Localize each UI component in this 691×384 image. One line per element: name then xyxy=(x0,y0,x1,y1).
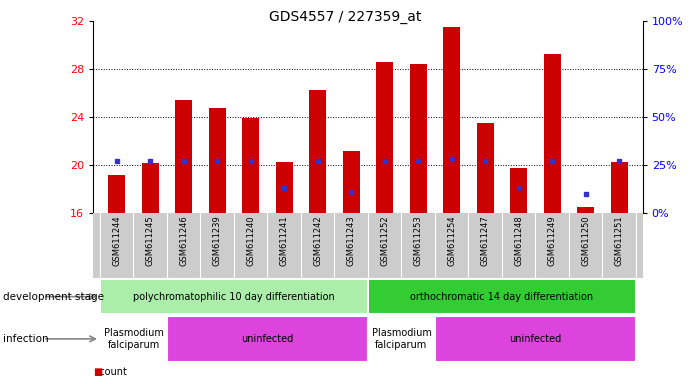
Text: GDS4557 / 227359_at: GDS4557 / 227359_at xyxy=(269,10,422,23)
Text: GSM611239: GSM611239 xyxy=(213,216,222,266)
Text: GSM611244: GSM611244 xyxy=(112,216,121,266)
Bar xyxy=(611,162,627,213)
Bar xyxy=(343,151,359,213)
Bar xyxy=(577,207,594,213)
Text: GSM611251: GSM611251 xyxy=(615,216,624,266)
Bar xyxy=(142,163,159,213)
Bar xyxy=(377,62,393,213)
Text: Plasmodium
falciparum: Plasmodium falciparum xyxy=(372,328,431,350)
Text: GSM611253: GSM611253 xyxy=(414,216,423,266)
Text: GSM611246: GSM611246 xyxy=(179,216,188,266)
Text: Plasmodium
falciparum: Plasmodium falciparum xyxy=(104,328,163,350)
Text: infection: infection xyxy=(3,334,49,344)
Text: GSM611245: GSM611245 xyxy=(146,216,155,266)
Text: GSM611252: GSM611252 xyxy=(380,216,389,266)
Text: GSM611240: GSM611240 xyxy=(246,216,255,266)
Text: GSM611242: GSM611242 xyxy=(313,216,322,266)
FancyBboxPatch shape xyxy=(368,316,435,362)
FancyBboxPatch shape xyxy=(100,316,167,362)
Bar xyxy=(243,118,259,213)
Bar xyxy=(209,108,225,213)
Bar xyxy=(108,175,125,213)
Bar xyxy=(544,53,560,213)
Bar xyxy=(444,27,460,213)
Text: GSM611241: GSM611241 xyxy=(280,216,289,266)
Text: orthochromatic 14 day differentiation: orthochromatic 14 day differentiation xyxy=(410,291,594,302)
Text: GSM611250: GSM611250 xyxy=(581,216,590,266)
Text: uninfected: uninfected xyxy=(241,334,294,344)
FancyBboxPatch shape xyxy=(368,279,636,314)
Bar xyxy=(511,167,527,213)
Text: GSM611243: GSM611243 xyxy=(347,216,356,266)
Text: uninfected: uninfected xyxy=(509,334,562,344)
FancyBboxPatch shape xyxy=(100,279,368,314)
Bar xyxy=(310,89,326,213)
Text: ■: ■ xyxy=(93,367,102,377)
Bar xyxy=(477,123,493,213)
Text: development stage: development stage xyxy=(3,291,104,302)
Text: GSM611247: GSM611247 xyxy=(481,216,490,266)
Bar xyxy=(276,162,292,213)
Text: polychromatophilic 10 day differentiation: polychromatophilic 10 day differentiatio… xyxy=(133,291,335,302)
FancyBboxPatch shape xyxy=(167,316,368,362)
Bar xyxy=(410,65,426,213)
Text: GSM611254: GSM611254 xyxy=(447,216,456,266)
Text: count: count xyxy=(93,367,127,377)
FancyBboxPatch shape xyxy=(435,316,636,362)
Bar xyxy=(176,100,192,213)
Text: GSM611249: GSM611249 xyxy=(548,216,557,266)
Text: GSM611248: GSM611248 xyxy=(514,216,523,266)
